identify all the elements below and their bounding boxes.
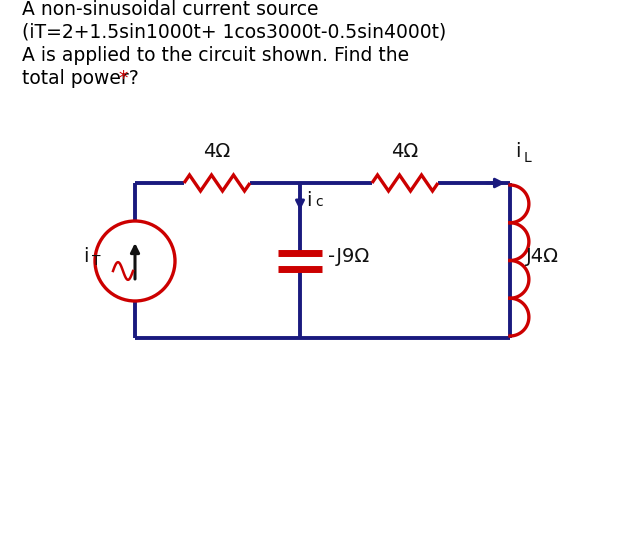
Text: J4Ω: J4Ω — [526, 246, 559, 265]
Text: total power?: total power? — [22, 69, 139, 88]
Text: A is applied to the circuit shown. Find the: A is applied to the circuit shown. Find … — [22, 46, 409, 65]
Text: 4Ω: 4Ω — [204, 142, 230, 161]
Text: -J9Ω: -J9Ω — [328, 246, 369, 265]
Text: A non-sinusoidal current source: A non-sinusoidal current source — [22, 0, 319, 19]
Text: *: * — [113, 69, 128, 88]
Text: i: i — [515, 142, 520, 161]
Text: i: i — [83, 247, 88, 266]
Text: i: i — [306, 191, 312, 210]
Text: 4Ω: 4Ω — [392, 142, 419, 161]
Text: L: L — [524, 151, 532, 165]
Text: T: T — [92, 254, 100, 268]
Text: c: c — [315, 195, 323, 209]
Text: (iT=2+1.5sin1000t+ 1cos3000t-0.5sin4000t): (iT=2+1.5sin1000t+ 1cos3000t-0.5sin4000t… — [22, 23, 446, 42]
